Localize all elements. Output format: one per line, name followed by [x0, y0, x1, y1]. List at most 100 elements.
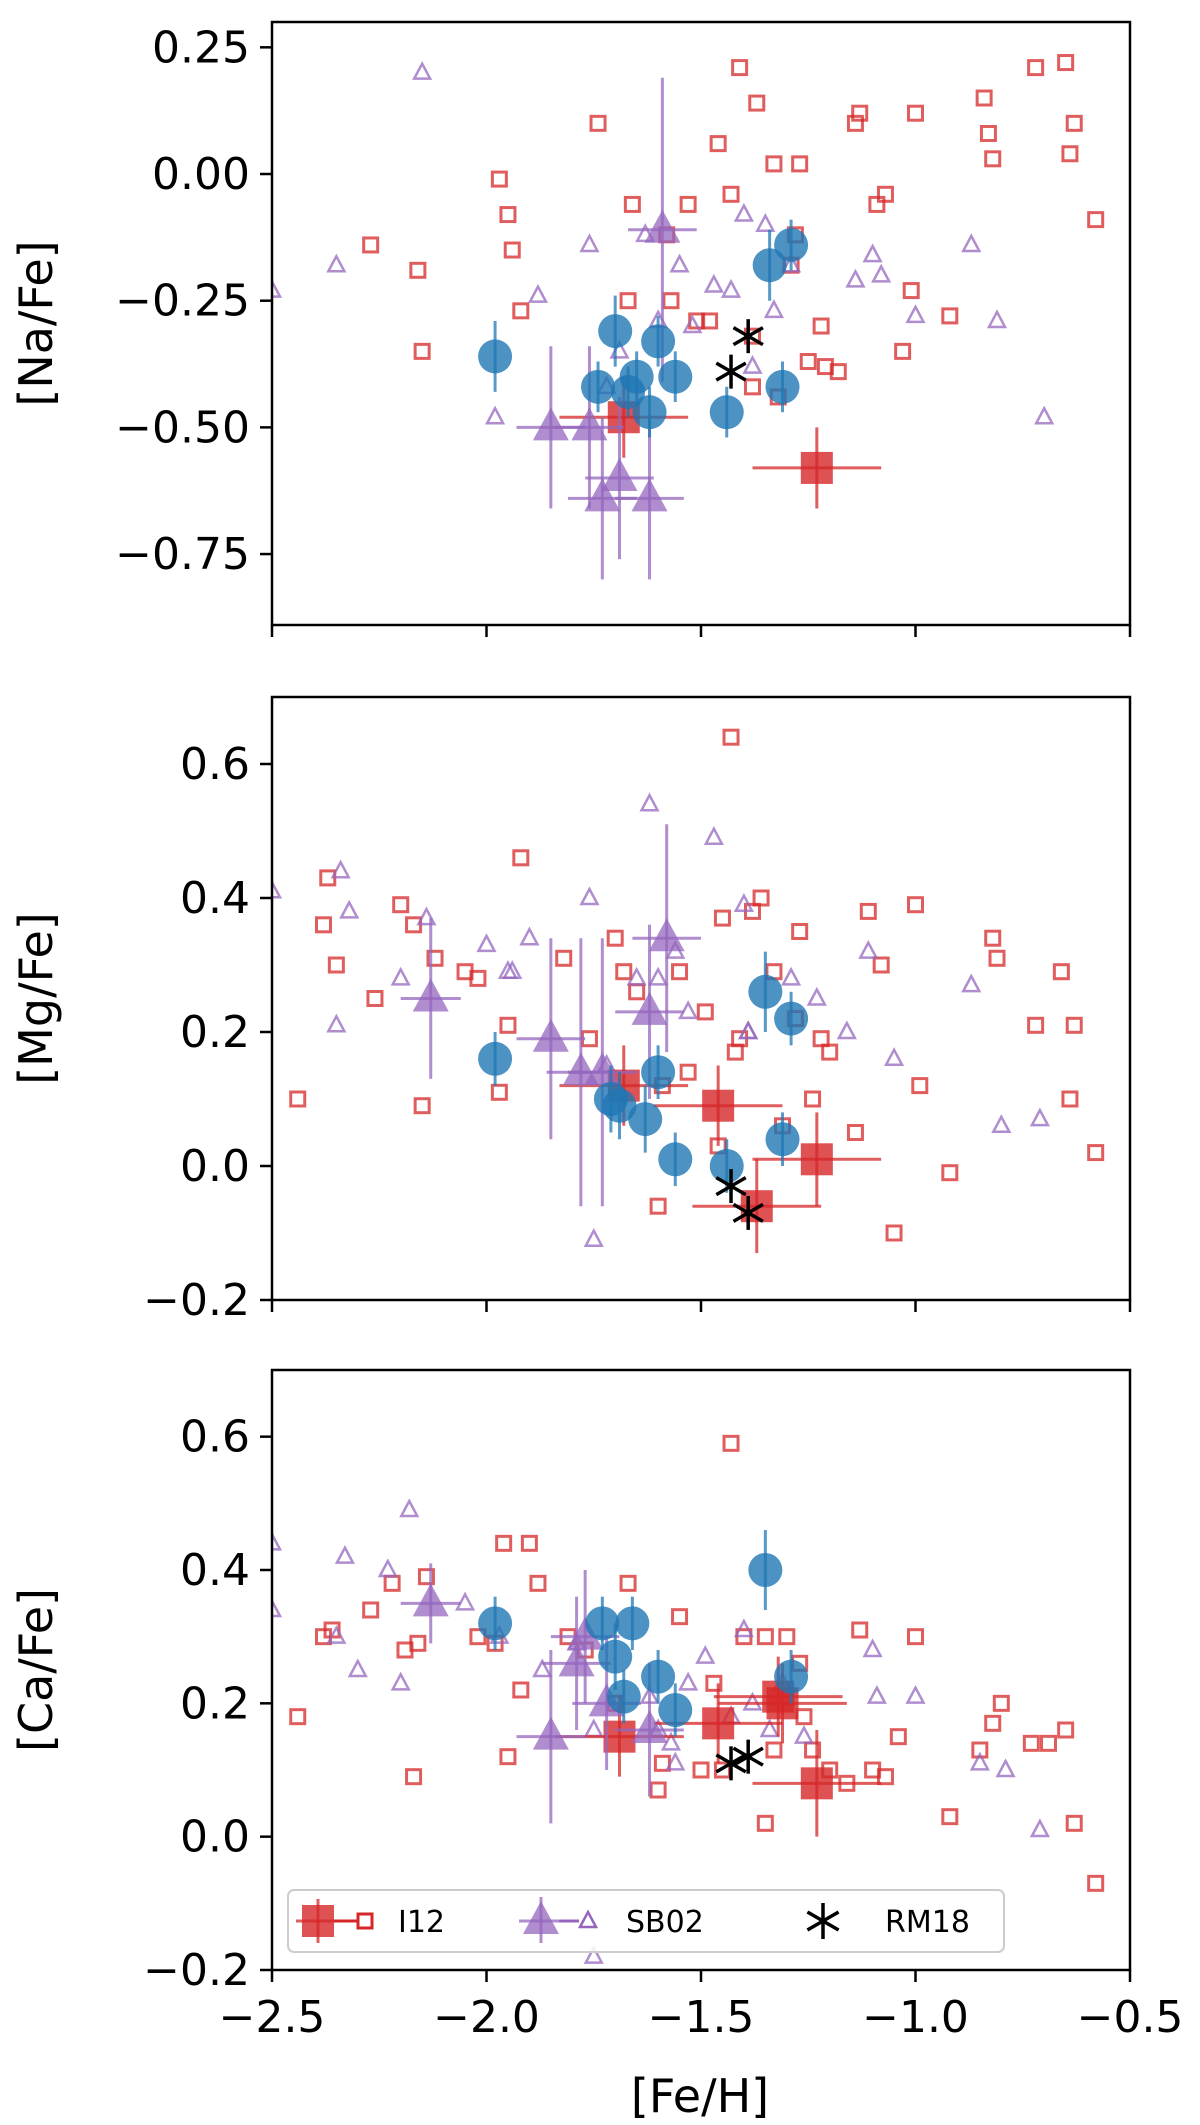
y-tick-label: −0.2	[143, 1275, 250, 1326]
data-point	[800, 1767, 833, 1800]
series-sb02-comparison	[272, 792, 1050, 1247]
data-point	[733, 202, 754, 222]
data-point	[846, 1124, 864, 1141]
data-point	[752, 889, 770, 907]
data-point	[490, 170, 508, 188]
series-this-work	[478, 219, 809, 438]
data-point	[871, 263, 892, 283]
data-point	[806, 986, 827, 1006]
data-point	[412, 978, 449, 1012]
data-point	[583, 1228, 604, 1247]
data-point	[821, 1043, 839, 1061]
data-point	[1061, 1090, 1079, 1108]
data-point	[793, 1725, 815, 1744]
data-point	[732, 319, 764, 354]
data-point	[1087, 1874, 1105, 1892]
data-point	[1029, 1107, 1050, 1127]
legend-entry-i12: I12	[296, 1899, 445, 1943]
legend: I12 SB02 RM18	[287, 1889, 1005, 1953]
y-tick-label: −0.25	[115, 276, 250, 327]
data-point	[731, 59, 749, 77]
data-point	[289, 1708, 307, 1726]
series-i12-comparison	[362, 54, 1105, 406]
y-tick-label: 0.2	[180, 1678, 250, 1729]
series-sb02-program	[400, 1563, 684, 1824]
data-point	[902, 282, 920, 300]
data-point	[979, 124, 997, 142]
data-point	[703, 273, 724, 293]
data-point	[412, 61, 433, 80]
x-tick-label: −2.5	[219, 1992, 326, 2043]
legend-marker	[806, 1910, 840, 1932]
data-point	[722, 185, 740, 203]
y-tick-label: 0.2	[180, 1007, 250, 1058]
legend-marker-filled	[523, 1901, 559, 1934]
data-point	[678, 1671, 699, 1691]
data-point	[905, 1685, 926, 1704]
data-point	[702, 1089, 735, 1122]
data-point	[845, 268, 866, 288]
data-point	[756, 1628, 774, 1646]
data-point	[478, 339, 513, 374]
data-point	[722, 728, 740, 746]
data-point	[709, 1149, 744, 1183]
data-point	[907, 1628, 924, 1646]
data-point	[658, 359, 693, 394]
plot-area	[272, 54, 1105, 580]
data-point	[781, 253, 802, 273]
data-point	[705, 1674, 723, 1692]
y-tick-label: −0.50	[115, 402, 250, 453]
data-point	[715, 354, 747, 389]
x-axis-label: [Fe/H]	[631, 2069, 769, 2123]
plot-area	[272, 1434, 1105, 1964]
panels: 0.250.00−0.25−0.50−0.75[Na/Fe]0.60.40.20…	[9, 20, 1183, 2043]
data-point	[715, 1169, 747, 1204]
x-tick-label: −1.5	[648, 1992, 755, 2043]
data-point	[678, 1000, 699, 1020]
data-point	[665, 1751, 686, 1771]
data-point	[334, 1545, 356, 1564]
data-point	[644, 209, 681, 243]
data-point	[872, 956, 890, 974]
data-point	[1027, 1016, 1045, 1034]
data-point	[713, 909, 731, 927]
data-point	[765, 1741, 783, 1759]
data-point	[413, 342, 431, 360]
data-point	[1029, 1818, 1050, 1838]
data-point	[799, 353, 817, 371]
data-point	[362, 236, 380, 254]
data-point	[272, 278, 283, 298]
x-tick-label: −1.0	[862, 1992, 969, 2043]
data-point	[390, 966, 411, 986]
data-point	[366, 990, 384, 1007]
data-point	[748, 94, 766, 112]
data-point	[532, 1658, 553, 1678]
data-point	[696, 1003, 714, 1021]
data-point	[497, 960, 519, 979]
legend-entry-rm18: RM18	[806, 1903, 970, 1940]
data-point	[800, 1143, 833, 1176]
legend-label: I12	[398, 1905, 445, 1940]
data-point	[615, 963, 633, 981]
data-point	[715, 1746, 747, 1781]
data-point	[589, 114, 607, 132]
data-point	[876, 185, 894, 203]
data-point	[669, 253, 690, 273]
data-point	[1057, 1721, 1075, 1739]
data-point	[476, 933, 497, 953]
data-point	[362, 1601, 380, 1619]
data-point	[602, 1088, 637, 1123]
data-point	[995, 1758, 1016, 1778]
data-point	[347, 1658, 368, 1678]
data-point	[392, 896, 410, 914]
data-point	[649, 1781, 667, 1799]
series-sb02-comparison	[272, 61, 1055, 425]
panel-ca: 0.6 0.4 0.2 0.0 −0.2−2.5 −2.0 −1.5 −1.0 −0.5 [Ca/…	[9, 1368, 1183, 2043]
data-point	[742, 354, 763, 374]
data-point	[579, 233, 600, 253]
data-point	[426, 949, 444, 967]
data-point	[272, 879, 283, 899]
data-point	[409, 1634, 427, 1652]
data-point	[583, 1718, 604, 1738]
data-point	[649, 1197, 667, 1215]
